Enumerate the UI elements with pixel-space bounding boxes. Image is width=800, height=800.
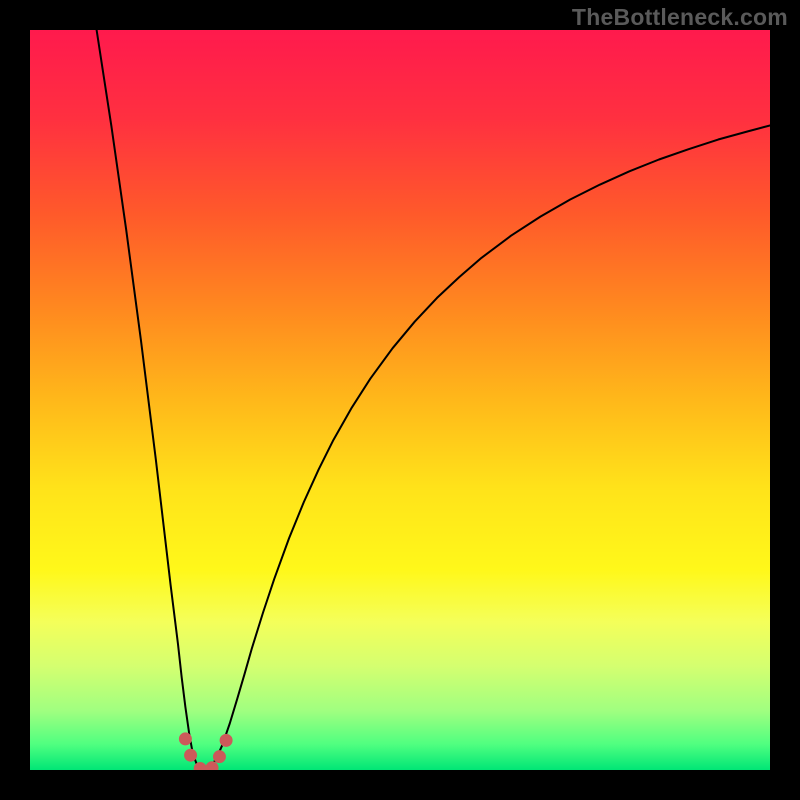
data-marker — [185, 749, 197, 761]
plot-background — [30, 30, 770, 770]
plot-area — [30, 30, 770, 770]
chart-frame: TheBottleneck.com — [0, 0, 800, 800]
watermark-text: TheBottleneck.com — [572, 4, 788, 31]
data-marker — [220, 734, 232, 746]
data-marker — [194, 763, 206, 770]
chart-svg — [30, 30, 770, 770]
data-marker — [213, 751, 225, 763]
data-marker — [179, 733, 191, 745]
data-marker — [206, 762, 218, 770]
